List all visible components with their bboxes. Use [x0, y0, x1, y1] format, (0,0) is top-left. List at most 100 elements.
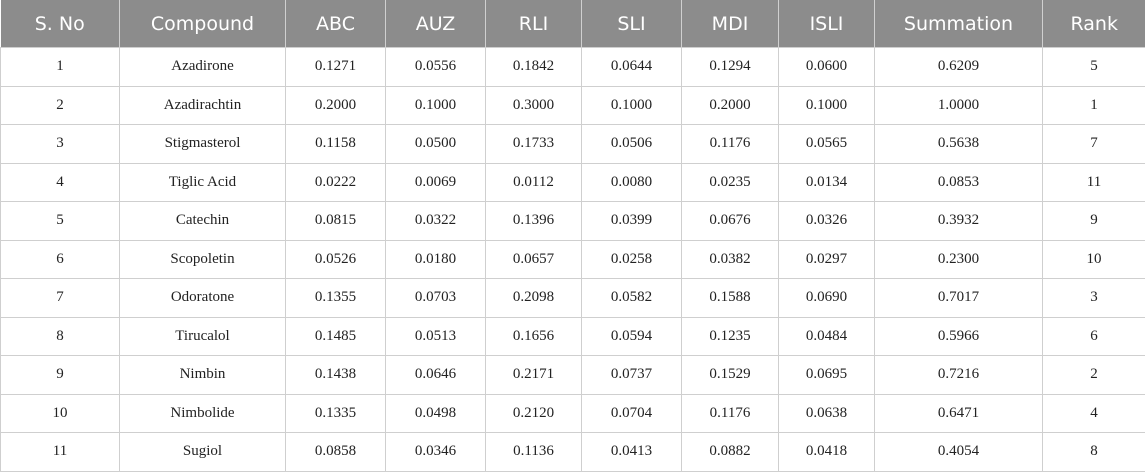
cell-abc: 0.0526	[285, 239, 386, 279]
header-sli: SLI	[581, 0, 682, 48]
header-s-no: S. No	[0, 0, 120, 48]
cell-rank: 11	[1042, 162, 1145, 202]
cell-rli: 0.1842	[485, 47, 582, 87]
cell-isli: 0.0638	[778, 393, 875, 433]
cell-compound: Odoratone	[119, 278, 286, 318]
cell-auz: 0.0513	[385, 316, 486, 356]
cell-compound: Tiglic Acid	[119, 162, 286, 202]
cell-rli: 0.1396	[485, 201, 582, 241]
cell-compound: Azadirone	[119, 47, 286, 87]
cell-mdi: 0.0882	[681, 432, 779, 472]
cell-s-no: 8	[0, 316, 120, 356]
cell-summation: 0.0853	[874, 162, 1043, 202]
cell-abc: 0.1158	[285, 124, 386, 164]
cell-rank: 3	[1042, 278, 1145, 318]
cell-mdi: 0.1588	[681, 278, 779, 318]
table-row: 5 Catechin 0.0815 0.0322 0.1396 0.0399 0.0676 0…	[0, 201, 1145, 241]
cell-rank: 1	[1042, 85, 1145, 125]
cell-auz: 0.0646	[385, 355, 486, 395]
cell-mdi: 0.1176	[681, 124, 779, 164]
cell-s-no: 10	[0, 393, 120, 433]
header-auz: AUZ	[385, 0, 486, 48]
table-row: 2 Azadirachtin 0.2000 0.1000 0.3000 0.1000 0.2…	[0, 85, 1145, 125]
table-row: 9 Nimbin 0.1438 0.0646 0.2171 0.0737 0.1529 0.0…	[0, 355, 1145, 395]
cell-mdi: 0.1176	[681, 393, 779, 433]
cell-rank: 7	[1042, 124, 1145, 164]
cell-auz: 0.1000	[385, 85, 486, 125]
cell-sli: 0.0644	[581, 47, 682, 87]
cell-mdi: 0.1294	[681, 47, 779, 87]
header-row: S. No Compound ABC AUZ RLI SLI MDI ISLI …	[0, 0, 1145, 48]
cell-auz: 0.0322	[385, 201, 486, 241]
cell-s-no: 7	[0, 278, 120, 318]
cell-summation: 0.4054	[874, 432, 1043, 472]
cell-summation: 0.6471	[874, 393, 1043, 433]
cell-isli: 0.0297	[778, 239, 875, 279]
cell-isli: 0.0418	[778, 432, 875, 472]
cell-sli: 0.0080	[581, 162, 682, 202]
cell-compound: Stigmasterol	[119, 124, 286, 164]
cell-isli: 0.0690	[778, 278, 875, 318]
table-row: 10 Nimbolide 0.1335 0.0498 0.2120 0.0704 0.117…	[0, 393, 1145, 433]
cell-mdi: 0.1529	[681, 355, 779, 395]
cell-auz: 0.0180	[385, 239, 486, 279]
cell-abc: 0.1485	[285, 316, 386, 356]
cell-rank: 9	[1042, 201, 1145, 241]
cell-auz: 0.0498	[385, 393, 486, 433]
cell-rli: 0.1656	[485, 316, 582, 356]
cell-rank: 2	[1042, 355, 1145, 395]
table-row: 4 Tiglic Acid 0.0222 0.0069 0.0112 0.0080 0.02…	[0, 162, 1145, 202]
cell-abc: 0.1355	[285, 278, 386, 318]
cell-sli: 0.1000	[581, 85, 682, 125]
cell-rli: 0.2171	[485, 355, 582, 395]
cell-sli: 0.0258	[581, 239, 682, 279]
cell-mdi: 0.0676	[681, 201, 779, 241]
cell-rli: 0.2120	[485, 393, 582, 433]
cell-compound: Catechin	[119, 201, 286, 241]
cell-abc: 0.2000	[285, 85, 386, 125]
cell-s-no: 11	[0, 432, 120, 472]
cell-rli: 0.2098	[485, 278, 582, 318]
cell-summation: 0.7216	[874, 355, 1043, 395]
cell-sli: 0.0594	[581, 316, 682, 356]
table-row: 6 Scopoletin 0.0526 0.0180 0.0657 0.0258 0.038…	[0, 239, 1145, 279]
cell-compound: Nimbin	[119, 355, 286, 395]
table-row: 3 Stigmasterol 0.1158 0.0500 0.1733 0.0506 0.1…	[0, 124, 1145, 164]
table-body: 1 Azadirone 0.1271 0.0556 0.1842 0.0644 0.1294…	[0, 47, 1145, 472]
cell-isli: 0.0134	[778, 162, 875, 202]
header-rank: Rank	[1042, 0, 1145, 48]
cell-isli: 0.0600	[778, 47, 875, 87]
cell-sli: 0.0399	[581, 201, 682, 241]
cell-rli: 0.1733	[485, 124, 582, 164]
cell-mdi: 0.2000	[681, 85, 779, 125]
cell-compound: Tirucalol	[119, 316, 286, 356]
cell-s-no: 6	[0, 239, 120, 279]
cell-summation: 0.3932	[874, 201, 1043, 241]
cell-summation: 0.6209	[874, 47, 1043, 87]
cell-isli: 0.0695	[778, 355, 875, 395]
cell-rank: 8	[1042, 432, 1145, 472]
header-rli: RLI	[485, 0, 582, 48]
cell-rli: 0.0112	[485, 162, 582, 202]
cell-abc: 0.0815	[285, 201, 386, 241]
cell-mdi: 0.1235	[681, 316, 779, 356]
cell-rank: 4	[1042, 393, 1145, 433]
cell-sli: 0.0506	[581, 124, 682, 164]
cell-s-no: 2	[0, 85, 120, 125]
cell-mdi: 0.0382	[681, 239, 779, 279]
cell-compound: Sugiol	[119, 432, 286, 472]
cell-rank: 5	[1042, 47, 1145, 87]
cell-abc: 0.0858	[285, 432, 386, 472]
cell-rli: 0.3000	[485, 85, 582, 125]
cell-sli: 0.0582	[581, 278, 682, 318]
cell-s-no: 5	[0, 201, 120, 241]
cell-isli: 0.0484	[778, 316, 875, 356]
cell-compound: Nimbolide	[119, 393, 286, 433]
table-row: 8 Tirucalol 0.1485 0.0513 0.1656 0.0594 0.1235…	[0, 316, 1145, 356]
header-compound: Compound	[119, 0, 286, 48]
cell-s-no: 1	[0, 47, 120, 87]
cell-isli: 0.0326	[778, 201, 875, 241]
cell-compound: Azadirachtin	[119, 85, 286, 125]
header-isli: ISLI	[778, 0, 875, 48]
